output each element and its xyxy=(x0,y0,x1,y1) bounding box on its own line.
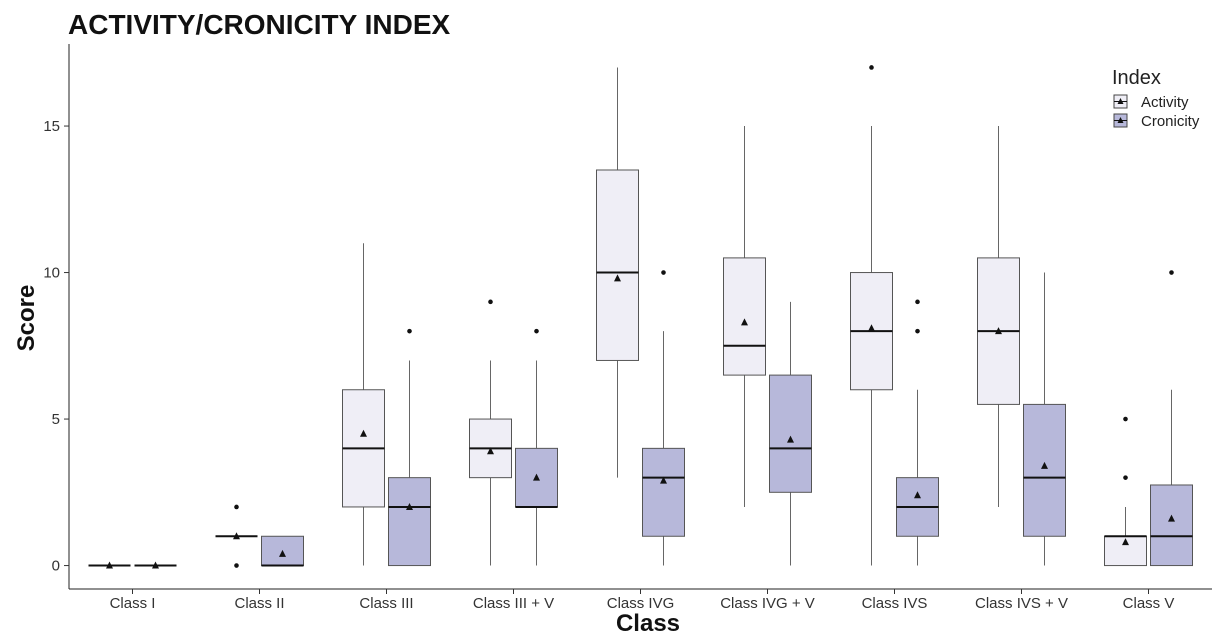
x-tick-label: Class III + V xyxy=(473,595,554,612)
legend-label-activity: Activity xyxy=(1141,94,1189,111)
box-cronicity-8 xyxy=(1150,270,1193,567)
x-tick-label: Class IVS + V xyxy=(975,595,1068,612)
mean-marker xyxy=(406,502,413,510)
legend-key-mean xyxy=(1117,117,1124,123)
chart-title: ACTIVITY/CRONICITY INDEX xyxy=(68,9,451,40)
mean-marker xyxy=(106,561,113,569)
mean-marker xyxy=(660,476,667,484)
legend: Index Activity Cronicity xyxy=(1112,67,1200,130)
box-cronicity-7 xyxy=(1023,272,1066,566)
mean-marker xyxy=(279,549,286,557)
y-axis-title: Score xyxy=(13,285,40,352)
box-body xyxy=(723,257,766,376)
box-body xyxy=(769,374,812,493)
outlier-point xyxy=(234,563,239,568)
outlier-point xyxy=(234,504,239,510)
outlier-point xyxy=(407,328,412,334)
x-tick-label: Class IVS xyxy=(862,595,928,612)
outlier-point xyxy=(915,328,920,334)
plot-area: 0 5 10 15 Class I Class II Class III Class III … xyxy=(43,44,1212,612)
box-activity-3 xyxy=(469,299,512,566)
y-tick-label: 0 xyxy=(52,558,60,575)
box-activity-6 xyxy=(850,65,893,566)
box-activity-5 xyxy=(723,126,766,507)
legend-label-cronicity: Cronicity xyxy=(1141,113,1200,130)
mean-marker xyxy=(360,429,367,437)
box-activity-2 xyxy=(342,243,385,566)
box-body xyxy=(596,169,639,361)
y-tick-label: 15 xyxy=(43,118,60,135)
y-tick-label: 10 xyxy=(43,265,60,282)
outlier-point xyxy=(869,65,874,70)
box-cronicity-6 xyxy=(896,299,939,566)
outlier-point xyxy=(1169,270,1174,275)
box-cronicity-2 xyxy=(388,328,431,567)
outlier-point xyxy=(915,299,920,305)
box-cronicity-3 xyxy=(515,328,558,566)
x-tick-label: Class III xyxy=(359,595,413,612)
box-cronicity-0 xyxy=(134,561,177,569)
x-axis-title: Class xyxy=(616,610,680,634)
outlier-point xyxy=(1123,416,1128,422)
x-tick-label: Class II xyxy=(234,595,284,612)
box-body xyxy=(642,447,685,537)
box-activity-7 xyxy=(977,126,1020,507)
legend-title: Index xyxy=(1112,67,1161,89)
legend-key-mean xyxy=(1117,98,1124,104)
box-activity-0 xyxy=(88,561,131,569)
mean-marker xyxy=(614,274,621,282)
box-activity-4 xyxy=(596,67,639,478)
x-tick-label: Class V xyxy=(1123,595,1175,612)
box-body xyxy=(1023,403,1066,537)
x-tick-label: Class I xyxy=(110,595,156,612)
mean-marker xyxy=(487,447,494,455)
mean-marker xyxy=(152,561,159,569)
box-body xyxy=(1150,484,1193,567)
box-cronicity-4 xyxy=(642,270,685,566)
outlier-point xyxy=(661,270,666,275)
x-tick-label: Class IVG xyxy=(607,595,675,612)
x-tick-label: Class IVG + V xyxy=(720,595,815,612)
mean-marker xyxy=(533,473,540,481)
y-tick-label: 5 xyxy=(52,411,60,428)
mean-marker xyxy=(233,532,240,540)
mean-marker xyxy=(741,318,748,326)
mean-marker xyxy=(868,324,875,332)
mean-marker xyxy=(1122,538,1129,546)
mean-marker xyxy=(1168,514,1175,522)
box-activity-1 xyxy=(215,504,258,568)
mean-marker xyxy=(914,491,921,499)
outlier-point xyxy=(1123,475,1128,480)
outlier-point xyxy=(534,328,539,334)
mean-marker xyxy=(787,435,794,443)
mean-marker xyxy=(1041,461,1048,469)
outlier-point xyxy=(488,299,493,305)
box-cronicity-1 xyxy=(261,535,304,567)
box-cronicity-5 xyxy=(769,301,812,566)
box-activity-8 xyxy=(1104,416,1147,567)
box-body xyxy=(388,477,431,567)
mean-marker xyxy=(995,327,1002,335)
